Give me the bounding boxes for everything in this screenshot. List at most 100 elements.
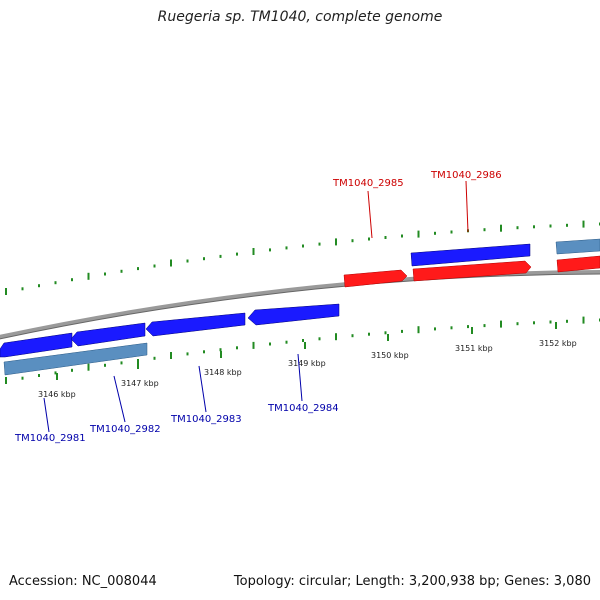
reverse-gene-labels: TM1040_2981 TM1040_2982 TM1040_2983 TM10… — [14, 353, 339, 444]
outer-tick — [186, 259, 189, 263]
outer-tick — [384, 236, 387, 239]
outer-tick — [236, 252, 238, 256]
outer-tick — [137, 267, 139, 271]
outer-tick — [417, 230, 420, 238]
inner-tick — [285, 340, 288, 344]
upper-blue-gene-track — [410, 238, 600, 267]
outer-tick — [269, 248, 271, 252]
inner-tick — [219, 348, 222, 352]
outer-tick — [203, 257, 205, 261]
inner-tick — [120, 361, 123, 365]
inner-tick — [566, 319, 568, 323]
outer-tick — [170, 259, 172, 267]
rna-gene-partial-right[interactable] — [555, 238, 600, 255]
outer-tick — [38, 284, 40, 288]
gene-arrow-tm1040-2986[interactable] — [412, 260, 532, 282]
inner-tick — [252, 341, 255, 349]
scale-label-3150: 3150 kbp — [371, 351, 409, 360]
inner-tick — [137, 359, 139, 362]
scale-label-3151: 3151 kbp — [455, 344, 493, 353]
outer-tick — [500, 224, 502, 232]
outer-tick — [401, 234, 403, 238]
outer-tick — [368, 237, 370, 241]
scale-label-3149: 3149 kbp — [288, 359, 326, 368]
inner-tick — [38, 374, 40, 377]
inner-tick — [467, 325, 469, 329]
inner-tick — [582, 316, 585, 324]
gene-label-tm1040-2982[interactable]: TM1040_2982 — [89, 424, 161, 435]
outer-tick — [450, 230, 453, 234]
inner-tick — [153, 356, 156, 360]
inner-tick — [21, 376, 24, 380]
inner-tick — [351, 334, 354, 338]
inner-tick — [500, 320, 502, 328]
outer-tick — [566, 223, 568, 227]
gene-label-tm1040-2986[interactable]: TM1040_2986 — [430, 170, 502, 181]
scale-labels: 3146 kbp 3147 kbp 3148 kbp 3149 kbp 3150… — [38, 322, 577, 399]
outer-tick-ring — [5, 220, 600, 295]
outer-tick — [153, 264, 156, 268]
reverse-gene-track — [0, 303, 340, 376]
outer-tick — [285, 246, 288, 250]
accession-label: Accession: NC_008044 — [9, 574, 157, 589]
gene-label-tm1040-2985[interactable]: TM1040_2985 — [332, 178, 404, 189]
gene-label-tm1040-2984[interactable]: TM1040_2984 — [267, 403, 339, 414]
inner-tick — [87, 363, 90, 371]
inner-tick — [318, 337, 321, 341]
gene-arrow-upper-blue[interactable] — [410, 243, 531, 267]
forward-gene-track — [343, 255, 600, 288]
gene-arrow-tm1040-2983[interactable] — [145, 312, 246, 337]
outer-tick — [582, 220, 585, 228]
outer-tick — [335, 238, 337, 246]
inner-tick — [186, 352, 189, 356]
outer-tick — [516, 226, 519, 230]
inner-tick — [335, 333, 337, 341]
inner-tick — [368, 332, 370, 336]
gene-arrow-tm1040-2982[interactable] — [70, 322, 146, 347]
inner-tick — [417, 326, 420, 334]
inner-tick — [302, 339, 304, 342]
outer-tick — [549, 224, 552, 228]
gene-label-tm1040-2983[interactable]: TM1040_2983 — [170, 414, 242, 425]
inner-tick — [434, 327, 436, 331]
outer-tick — [302, 244, 304, 248]
gene-arrow-tm1040-2984[interactable] — [247, 303, 340, 326]
outer-tick — [533, 225, 535, 229]
scale-label-3146: 3146 kbp — [38, 390, 76, 399]
outer-tick — [120, 269, 123, 273]
outer-tick — [219, 254, 222, 258]
inner-tick-ring — [5, 316, 600, 384]
inner-tick — [516, 322, 519, 326]
inner-tick — [5, 377, 7, 384]
inner-tick — [71, 368, 73, 372]
outer-tick — [351, 239, 354, 243]
outer-tick — [104, 272, 106, 276]
scale-label-3148: 3148 kbp — [204, 368, 242, 377]
outer-tick — [483, 228, 486, 232]
outer-tick — [71, 278, 73, 282]
scale-label-3147: 3147 kbp — [121, 379, 159, 388]
outer-tick — [87, 272, 90, 280]
outer-tick — [252, 248, 255, 255]
gene-label-tm1040-2981[interactable]: TM1040_2981 — [14, 433, 86, 444]
inner-tick — [450, 326, 453, 330]
inner-tick — [384, 331, 387, 335]
inner-tick — [203, 350, 205, 354]
gene-arrow-partial-right-red[interactable] — [556, 255, 600, 273]
gene-arrow-tm1040-2981[interactable] — [0, 332, 73, 358]
inner-tick — [533, 321, 535, 325]
inner-tick — [54, 371, 57, 375]
inner-tick — [483, 324, 486, 328]
genome-stats-label: Topology: circular; Length: 3,200,938 bp… — [233, 574, 591, 589]
inner-tick — [104, 363, 106, 367]
gene-arrow-tm1040-2985[interactable] — [343, 269, 408, 288]
scale-label-3152: 3152 kbp — [539, 339, 577, 348]
outer-tick — [21, 287, 24, 291]
inner-tick — [170, 352, 172, 359]
rna-gene-lower-left[interactable] — [3, 342, 148, 376]
inner-tick — [549, 320, 552, 324]
forward-gene-labels: TM1040_2985 TM1040_2986 — [332, 170, 502, 239]
inner-tick — [236, 346, 238, 350]
